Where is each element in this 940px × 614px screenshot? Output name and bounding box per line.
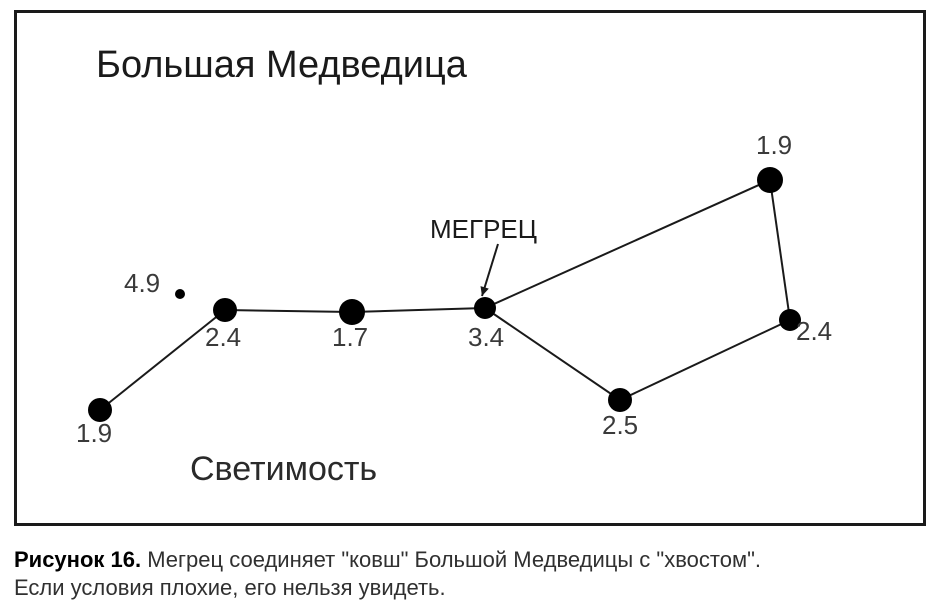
star-node	[608, 388, 632, 412]
constellation-edge	[620, 320, 790, 400]
figure-caption: Рисунок 16. Мегрец соединяет "ковш" Боль…	[14, 546, 926, 601]
star-magnitude-value: 2.4	[796, 316, 832, 346]
constellation-svg: 4.9 1.9 2.4 1.7 3.4 2.5 2.4 1.9	[0, 0, 940, 614]
constellation-edge	[352, 308, 485, 312]
star-magnitude-value: 2.5	[602, 410, 638, 440]
companion-star-value: 4.9	[124, 268, 160, 298]
companion-star	[175, 289, 185, 299]
star-node	[213, 298, 237, 322]
star-magnitude-value: 1.9	[756, 130, 792, 160]
caption-line2: Если условия плохие, его нельзя увидеть.	[14, 575, 446, 600]
star-magnitude-value: 3.4	[468, 322, 504, 352]
megrets-annotation-label: МЕГРЕЦ	[430, 214, 537, 245]
star-node	[474, 297, 496, 319]
caption-lead: Рисунок 16.	[14, 547, 141, 572]
diagram-title: Большая Медведица	[96, 44, 467, 87]
star-magnitude-value: 1.9	[76, 418, 112, 448]
star-magnitude-value: 2.4	[205, 322, 241, 352]
constellation-edge	[485, 308, 620, 400]
constellation-edge	[225, 310, 352, 312]
star-node	[757, 167, 783, 193]
diagram-subtitle: Светимость	[190, 450, 377, 489]
constellation-edge	[770, 180, 790, 320]
caption-line1: Мегрец соединяет "ковш" Большой Медведиц…	[141, 547, 761, 572]
star-magnitude-value: 1.7	[332, 322, 368, 352]
